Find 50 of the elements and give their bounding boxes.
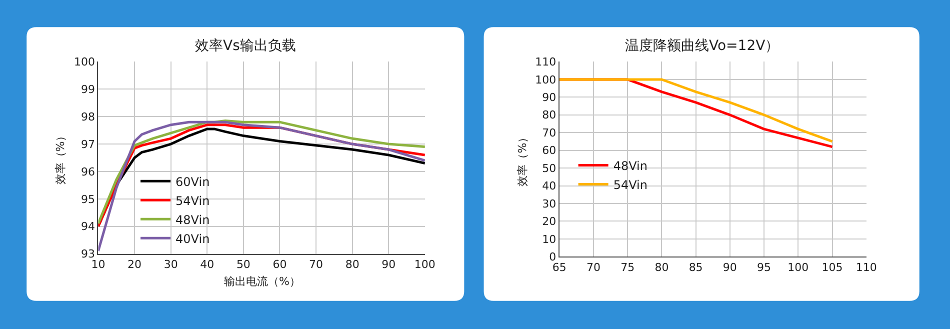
x-tick-label: 30 <box>164 258 178 272</box>
y-tick-label: 70 <box>542 126 556 140</box>
x-tick-label: 60 <box>272 258 287 272</box>
x-tick-label: 70 <box>309 258 324 272</box>
x-tick-label: 50 <box>236 258 250 272</box>
x-tick-label: 80 <box>345 258 360 272</box>
x-tick-label: 10 <box>91 258 106 272</box>
x-axis-title: 输出电流（%） <box>224 275 300 288</box>
x-tick-label: 100 <box>788 260 809 274</box>
x-tick-label: 110 <box>856 260 877 274</box>
y-tick-label: 90 <box>542 91 556 104</box>
y-tick-label: 110 <box>535 56 556 69</box>
y-tick-label: 100 <box>535 73 556 86</box>
y-tick-label: 60 <box>542 144 556 158</box>
y-tick-label: 50 <box>542 162 556 175</box>
x-tick-label: 105 <box>822 260 843 274</box>
x-tick-label: 40 <box>200 258 214 272</box>
legend-label: 48Vin <box>613 158 648 173</box>
legend-label: 40Vin <box>176 232 210 246</box>
y-tick-label: 80 <box>542 108 556 122</box>
legend-label: 54Vin <box>176 194 210 208</box>
x-tick-label: 95 <box>757 260 772 274</box>
chart-title: 效率Vs输出负载 <box>195 38 296 54</box>
y-tick-label: 20 <box>542 215 556 228</box>
x-tick-label: 85 <box>688 260 703 274</box>
y-tick-label: 93 <box>81 248 96 261</box>
x-tick-label: 80 <box>654 260 669 274</box>
y-axis-title: 效率（%） <box>516 132 529 186</box>
y-axis-title: 效率（%） <box>54 130 68 185</box>
y-tick-label: 97 <box>81 138 96 151</box>
x-tick-label: 70 <box>586 260 600 274</box>
chart-title: 温度降额曲线Vo=12V） <box>625 38 780 54</box>
x-tick-label: 75 <box>620 260 635 274</box>
legend-label: 54Vin <box>613 178 648 192</box>
y-tick-label: 100 <box>74 56 96 69</box>
legend-label: 60Vin <box>176 174 210 189</box>
y-tick-label: 10 <box>542 232 556 246</box>
x-tick-label: 90 <box>722 260 737 274</box>
y-tick-label: 95 <box>81 192 96 206</box>
x-tick-label: 100 <box>414 258 436 272</box>
y-tick-label: 30 <box>542 197 556 210</box>
y-tick-label: 99 <box>81 83 96 96</box>
y-tick-label: 96 <box>81 165 96 178</box>
x-tick-label: 90 <box>382 258 396 272</box>
line-series <box>98 120 425 252</box>
y-tick-label: 98 <box>81 110 96 124</box>
legend-label: 48Vin <box>176 212 210 227</box>
y-tick-label: 40 <box>542 180 556 193</box>
y-tick-label: 94 <box>81 220 96 234</box>
x-tick-label: 20 <box>128 258 142 272</box>
